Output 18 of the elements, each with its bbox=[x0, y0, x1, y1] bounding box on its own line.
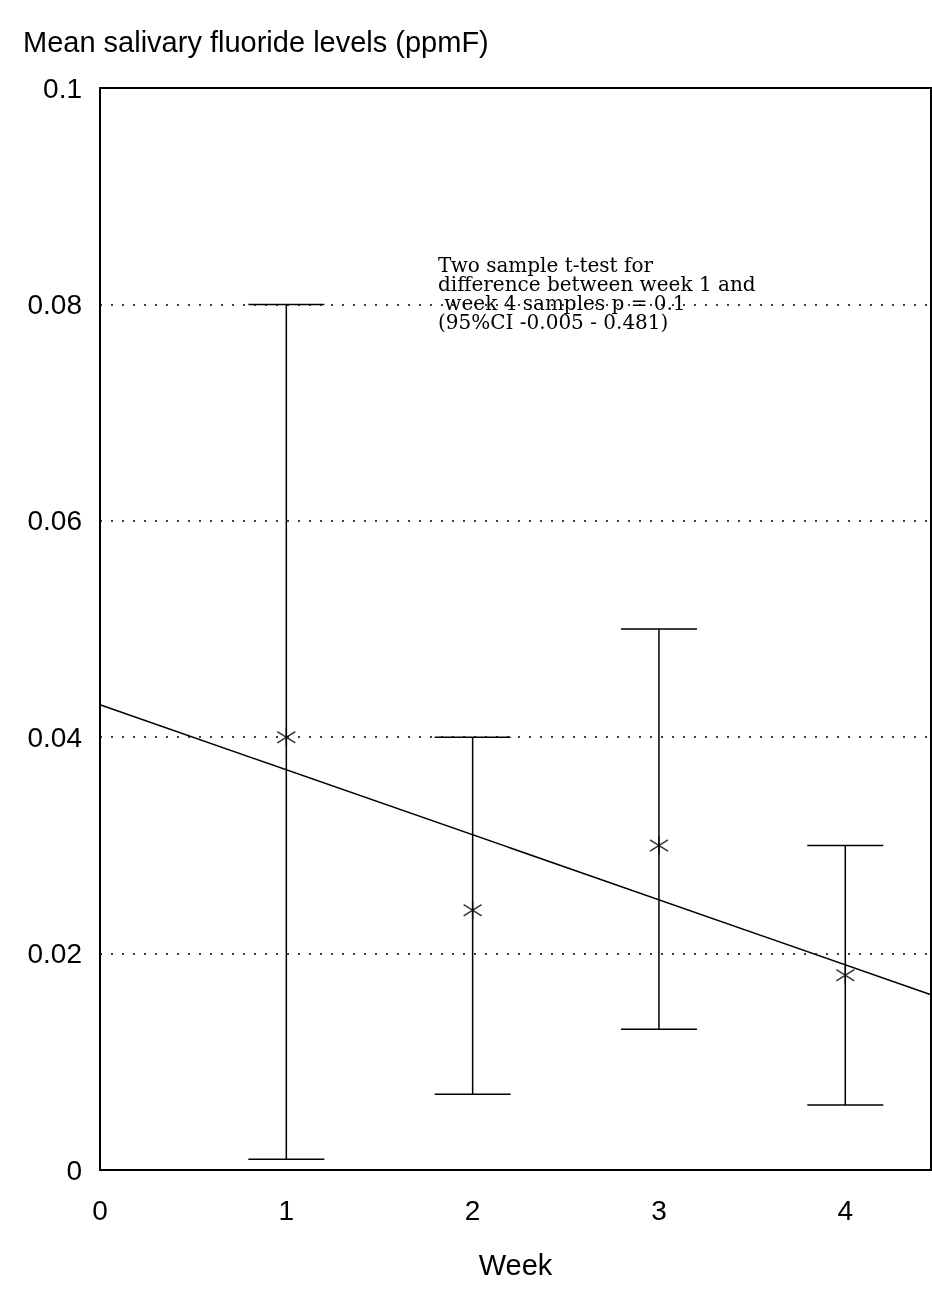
y-tick-label: 0.02 bbox=[27, 938, 82, 970]
chart-title: Mean salivary fluoride levels (ppmF) bbox=[23, 25, 489, 58]
x-tick-label: 0 bbox=[92, 1194, 108, 1226]
x-tick-label: 4 bbox=[837, 1194, 854, 1226]
x-axis-title: Week bbox=[478, 1248, 553, 1281]
annotation: Two sample t-test for difference between week 1 and week 4 samples p = 0.1 (95%CI -0.005 - 0.481) bbox=[438, 253, 756, 334]
x-tick-label: 1 bbox=[278, 1194, 295, 1226]
point bbox=[649, 835, 669, 856]
y-tick-label: 0.06 bbox=[27, 505, 82, 537]
y-tick-label: 0.04 bbox=[27, 721, 82, 753]
x-tick-label: 3 bbox=[651, 1194, 667, 1226]
point bbox=[835, 965, 856, 985]
x-tick-label: 2 bbox=[464, 1194, 481, 1226]
point bbox=[462, 900, 483, 921]
y-tick-label: 0 bbox=[66, 1154, 82, 1186]
point bbox=[276, 727, 297, 747]
y-tick-label: 0.08 bbox=[27, 288, 82, 320]
y-tick-label: 0.1 bbox=[43, 72, 82, 104]
